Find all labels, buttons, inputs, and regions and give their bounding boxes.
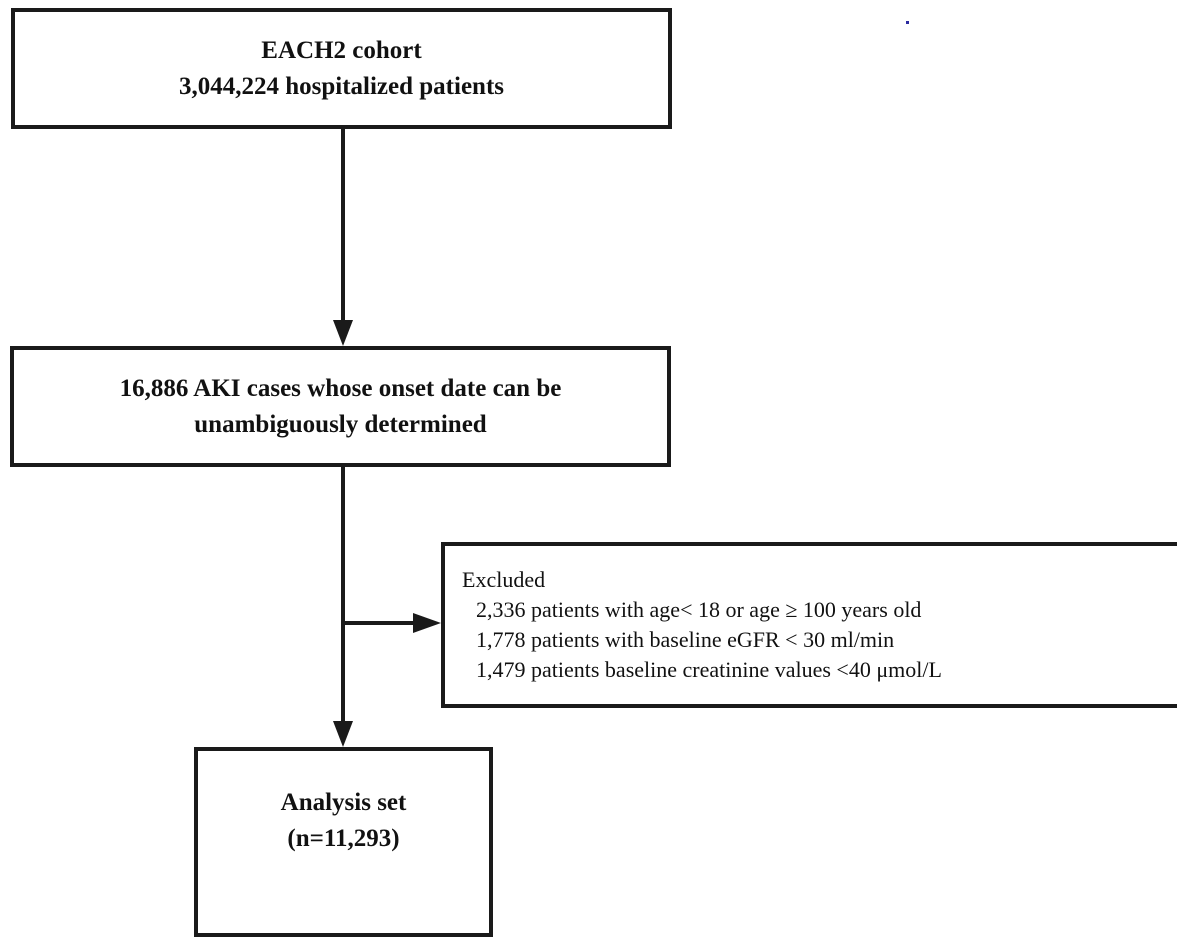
arrowhead-aki-to-analysis — [333, 721, 353, 747]
node-aki: 16,886 AKI cases whose onset date can be… — [10, 346, 671, 467]
node-analysis-line-1: Analysis set — [280, 789, 407, 816]
node-excluded-title: Excluded — [462, 567, 546, 592]
stray-dot — [906, 21, 909, 24]
node-cohort-line-1: EACH2 cohort — [261, 36, 422, 64]
node-aki-line-1: 16,886 AKI cases whose onset date can be — [119, 374, 562, 402]
node-excluded-item: 2,336 patients with age< 18 or age ≥ 100… — [476, 597, 922, 622]
node-aki-line-2: unambiguously determined — [194, 410, 487, 438]
node-cohort: EACH2 cohort 3,044,224 hospitalized pati… — [11, 8, 672, 129]
node-analysis: Analysis set (n=11,293) — [194, 747, 493, 937]
arrowhead-cohort-to-aki — [333, 320, 353, 346]
arrowhead-aki-to-excluded — [413, 613, 441, 633]
node-cohort-line-2: 3,044,224 hospitalized patients — [178, 72, 505, 100]
node-excluded-item: 1,479 patients baseline creatinine value… — [476, 657, 942, 682]
node-excluded: Excluded 2,336 patients with age< 18 or … — [441, 542, 1177, 708]
node-analysis-line-2: (n=11,293) — [287, 825, 400, 852]
node-excluded-item: 1,778 patients with baseline eGFR < 30 m… — [476, 627, 895, 652]
